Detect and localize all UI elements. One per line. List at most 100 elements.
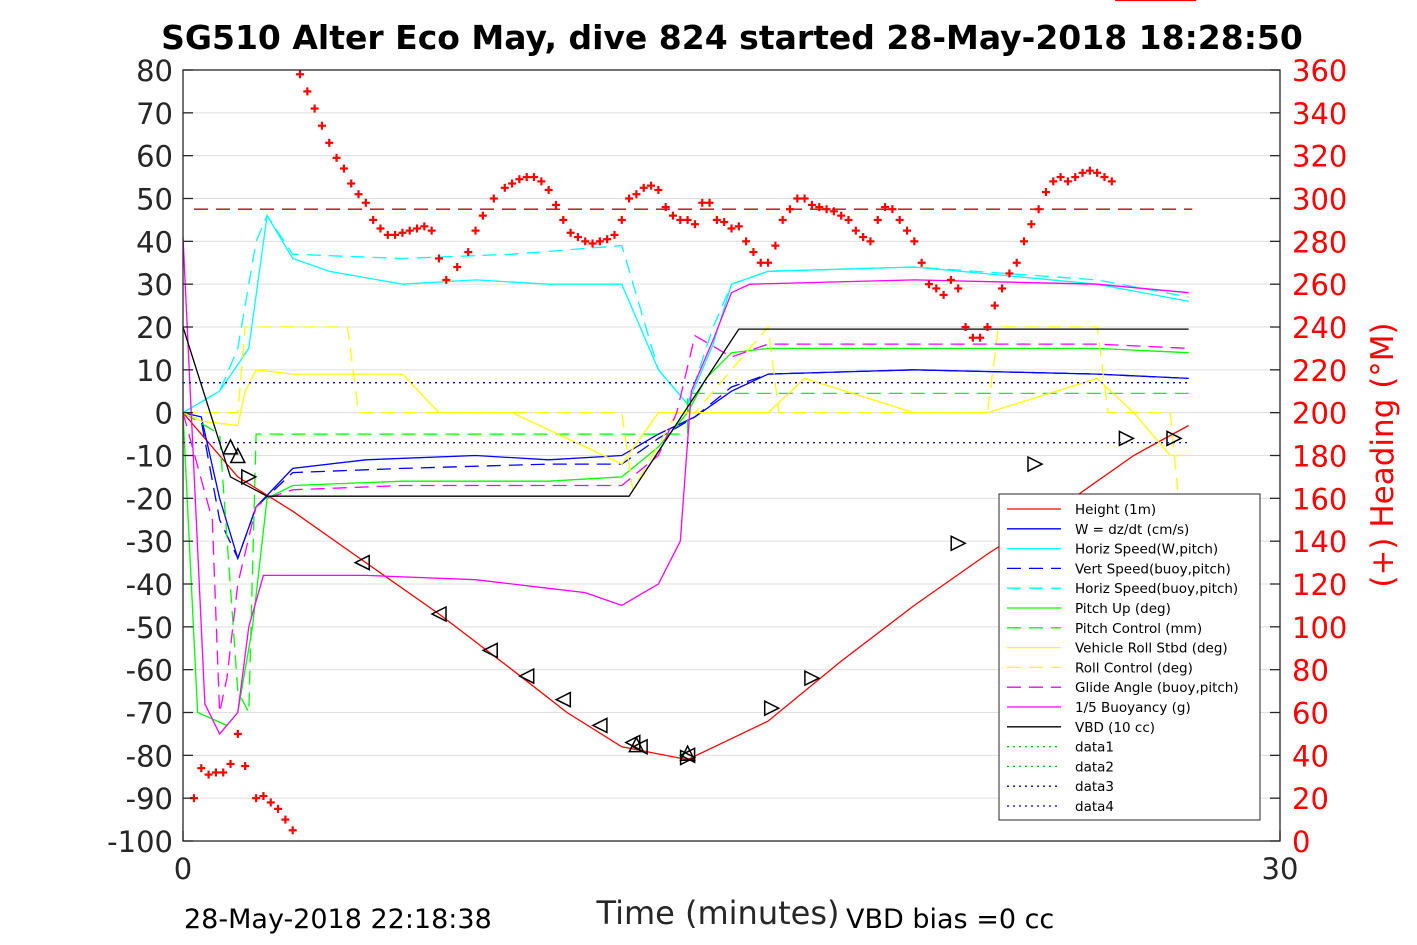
heading-point-47 [551, 200, 560, 209]
heading-point-56 [617, 215, 626, 224]
heading-point-20 [339, 164, 348, 173]
y2-tick-label-13: 100 [1292, 611, 1347, 645]
x-ticks: 0 30 [174, 831, 1298, 886]
y-tick-label-15: -70 [126, 697, 173, 731]
heading-point-117 [1063, 177, 1072, 186]
y-tick-label-8: 0 [155, 397, 173, 431]
heading-point-109 [1005, 269, 1014, 278]
heading-point-93 [888, 205, 897, 214]
legend: Height (1m) W = dz/dt (cm/s) Horiz Speed(W… [998, 493, 1261, 821]
left-marker-7 [631, 738, 648, 756]
heading-point-62 [661, 203, 670, 212]
heading-point-97 [917, 258, 926, 267]
heading-point-84 [822, 205, 831, 214]
heading-point-5 [226, 759, 235, 768]
y2-tick-label-8: 200 [1292, 397, 1347, 431]
heading-point-7 [241, 762, 250, 771]
series-line-9 [182, 334, 1189, 713]
y2-tick-label-5: 260 [1292, 268, 1347, 302]
heading-point-27 [391, 230, 400, 239]
heading-point-89 [859, 233, 868, 242]
heading-point-31 [420, 222, 429, 231]
heading-point-77 [771, 241, 780, 250]
heading-point-94 [895, 215, 904, 224]
heading-point-6 [233, 729, 242, 738]
legend-label-0: Height (1m) [1075, 502, 1156, 518]
heading-point-17 [317, 121, 326, 130]
y-tick-label-5: 30 [136, 268, 173, 302]
left-marker-1 [430, 605, 447, 623]
y2-tick-label-9: 180 [1292, 440, 1347, 474]
heading-point-55 [610, 230, 619, 239]
heading-point-112 [1027, 220, 1036, 229]
heading-point-82 [807, 200, 816, 209]
y-tick-label-0: 80 [136, 54, 173, 88]
heading-point-34 [442, 275, 451, 284]
up-marker-3 [679, 744, 696, 761]
legend-label-2: Horiz Speed(W,pitch) [1075, 542, 1218, 558]
heading-point-85 [829, 207, 838, 216]
right-marker-0 [679, 749, 697, 766]
heading-point-4 [219, 768, 228, 777]
heading-point-30 [413, 224, 422, 233]
y-tick-label-4: 40 [136, 225, 173, 259]
heading-point-11 [274, 804, 283, 813]
heading-point-44 [530, 173, 539, 182]
heading-point-90 [866, 237, 875, 246]
heading-point-9 [259, 792, 268, 801]
y-tick-label-13: -50 [126, 611, 173, 645]
heading-point-96 [910, 237, 919, 246]
heading-point-114 [1041, 188, 1050, 197]
heading-point-81 [800, 194, 809, 203]
heading-point-43 [522, 173, 531, 182]
y-tick-label-11: -30 [126, 525, 173, 559]
heading-point-102 [954, 284, 963, 293]
right-marker-2 [804, 669, 821, 687]
legend-label-14: data3 [1075, 779, 1114, 795]
heading-point-116 [1056, 173, 1065, 182]
heading-point-79 [786, 205, 795, 214]
heading-point-37 [471, 226, 480, 235]
chart-title: SG510 Alter Eco May, dive 824 started 28… [161, 18, 1303, 57]
heading-point-69 [712, 215, 721, 224]
y-tick-label-1: 70 [136, 97, 173, 131]
heading-point-111 [1020, 237, 1029, 246]
heading-point-68 [705, 198, 714, 207]
left-marker-0 [353, 554, 370, 571]
heading-point-10 [266, 798, 275, 807]
heading-point-35 [453, 263, 462, 272]
heading-layer [189, 0, 1197, 835]
heading-point-39 [489, 194, 498, 203]
heading-point-51 [581, 237, 590, 246]
heading-point-14 [296, 70, 305, 79]
heading-point-24 [369, 215, 378, 224]
heading-point-19 [332, 153, 341, 162]
heading-point-105 [976, 333, 985, 342]
heading-point-36 [464, 248, 473, 257]
heading-point-57 [625, 194, 634, 203]
heading-point-32 [427, 226, 436, 235]
legend-label-4: Horiz Speed(buoy,pitch) [1075, 581, 1238, 597]
heading-point-26 [383, 230, 392, 239]
heading-point-71 [727, 224, 736, 233]
heading-point-49 [566, 228, 575, 237]
up-marker-1 [229, 446, 247, 464]
legend-label-5: Pitch Up (deg) [1075, 601, 1171, 617]
left-marker-2 [481, 642, 498, 659]
y2-axis-label: (+) Heading (°M) [1365, 322, 1401, 587]
heading-point-60 [647, 181, 656, 190]
y2-tick-label-7: 220 [1292, 354, 1347, 388]
heading-point-74 [749, 248, 758, 257]
heading-point-58 [632, 190, 641, 199]
heading-point-2 [204, 770, 213, 779]
series-line-4 [182, 214, 1189, 414]
heading-point-64 [676, 215, 685, 224]
heading-point-98 [924, 280, 933, 289]
heading-point-52 [588, 239, 597, 248]
heading-point-40 [500, 183, 509, 192]
y2-tick-label-4: 280 [1292, 225, 1347, 259]
legend-label-8: Roll Control (deg) [1075, 660, 1193, 676]
heading-point-45 [537, 177, 546, 186]
heading-point-108 [998, 284, 1007, 293]
